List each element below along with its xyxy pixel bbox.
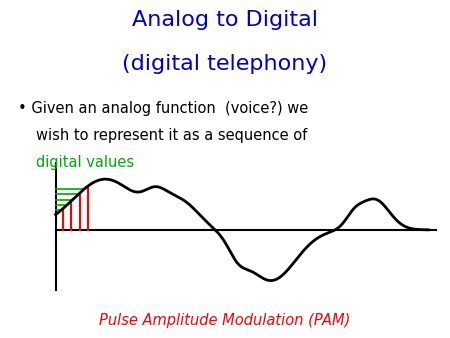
Text: (digital telephony): (digital telephony) xyxy=(122,54,328,74)
Text: Analog to Digital: Analog to Digital xyxy=(132,10,318,30)
Text: wish to represent it as a sequence of: wish to represent it as a sequence of xyxy=(36,128,307,143)
Text: Pulse Amplitude Modulation (PAM): Pulse Amplitude Modulation (PAM) xyxy=(99,313,351,328)
Text: • Given an analog function  (voice?) we: • Given an analog function (voice?) we xyxy=(18,101,308,116)
Text: digital values: digital values xyxy=(36,155,134,170)
